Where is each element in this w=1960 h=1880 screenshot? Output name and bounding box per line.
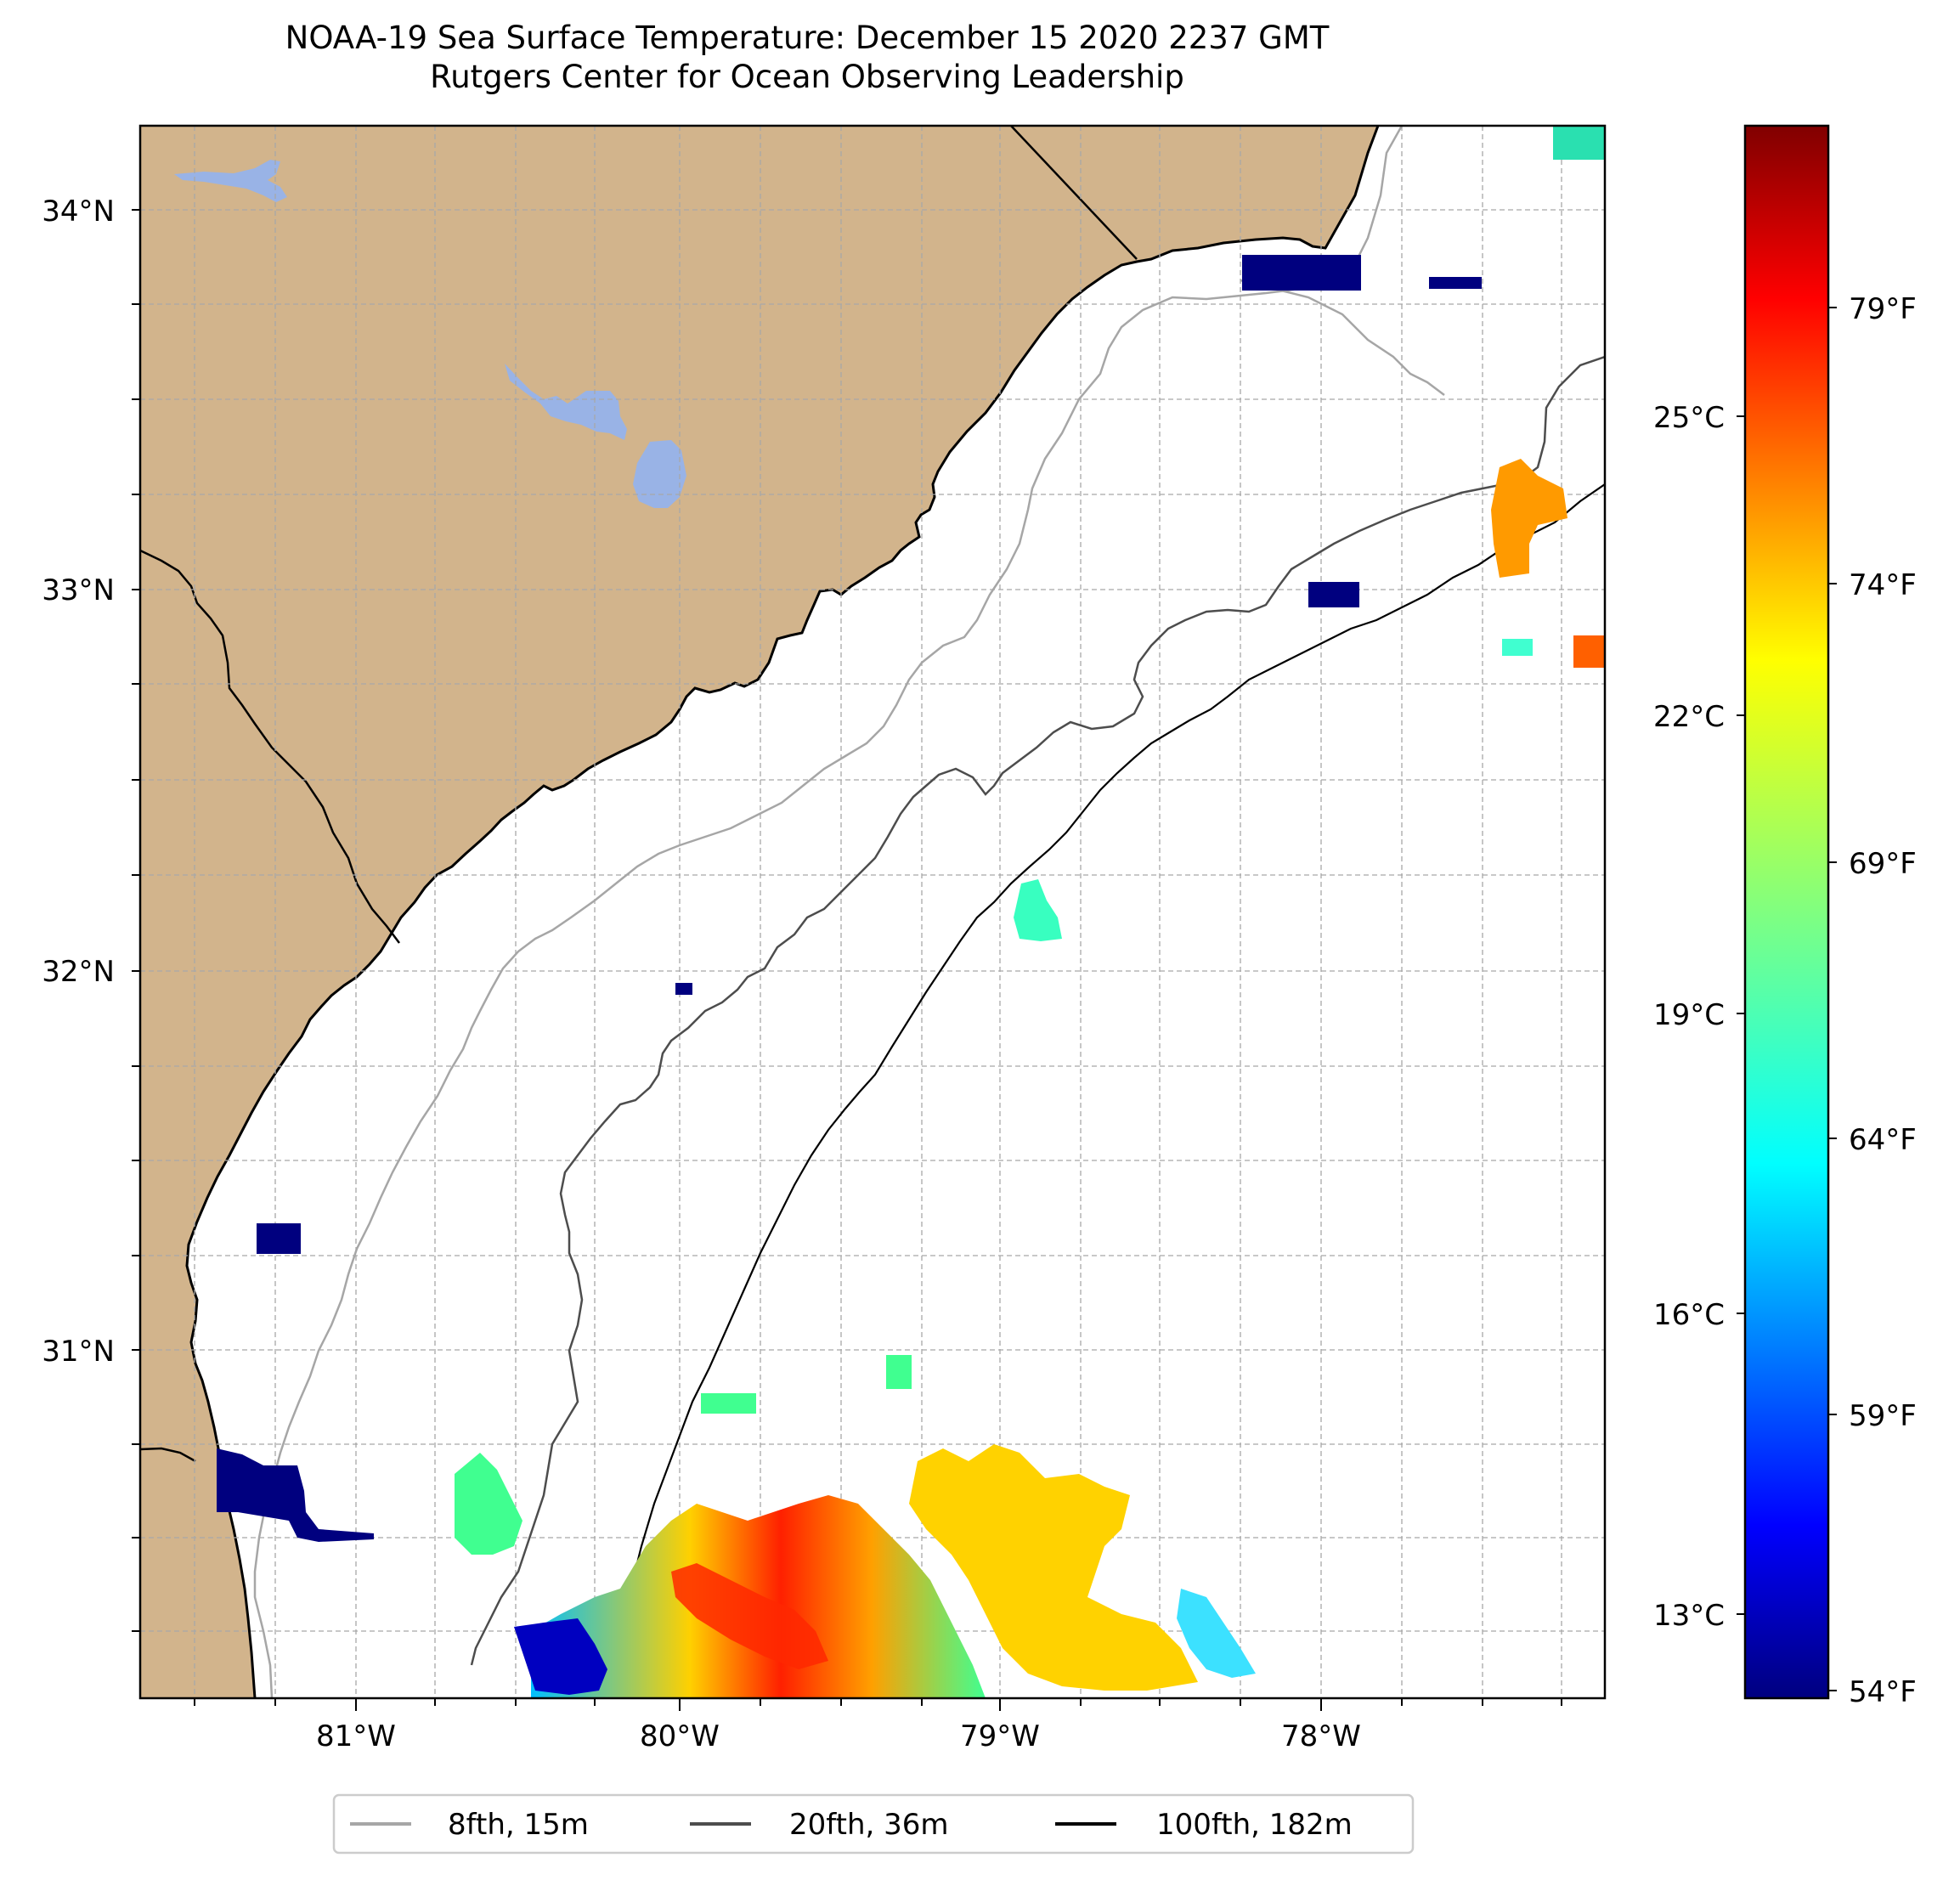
sst-patch-southeast bbox=[909, 1444, 1198, 1691]
lat-tick-label: 34°N bbox=[42, 195, 115, 229]
isobath-20fth bbox=[470, 355, 1605, 1666]
celsius-tick-label: 13°C bbox=[1653, 1599, 1725, 1633]
sst-patch-small-west bbox=[701, 1393, 756, 1414]
fahrenheit-tick-label: 64°F bbox=[1849, 1123, 1917, 1157]
lat-tick-label: 31°N bbox=[42, 1335, 115, 1369]
celsius-tick-label: 25°C bbox=[1653, 401, 1725, 435]
sst-patch-west-south bbox=[455, 1453, 522, 1555]
legend-label-100fth: 100fth, 182m bbox=[1156, 1808, 1353, 1842]
lon-tick-label: 80°W bbox=[640, 1719, 720, 1753]
colorbar: 25°C 22°C 19°C 16°C 13°C 79°F 74°F 69°F … bbox=[1653, 124, 1917, 1709]
lat-axis: 34°N 33°N 32°N 31°N bbox=[42, 195, 140, 1632]
colorbar-fahrenheit-ticks bbox=[1828, 307, 1837, 1691]
lake-moultrie bbox=[633, 440, 686, 508]
chart-title: NOAA-19 Sea Surface Temperature: Decembe… bbox=[0, 19, 1614, 97]
sst-patch-north-small bbox=[1429, 277, 1482, 289]
celsius-tick-label: 19°C bbox=[1653, 998, 1725, 1032]
sst-patch-east-edge bbox=[1573, 635, 1604, 668]
lat-tick-label: 33°N bbox=[42, 573, 115, 607]
sst-patch-east-south bbox=[1177, 1589, 1256, 1678]
sst-data-layer bbox=[217, 126, 1604, 1698]
state-border-nc-sc bbox=[1010, 126, 1138, 260]
sst-patch-east-mid bbox=[1502, 639, 1533, 656]
sst-patch-offshore-mid bbox=[1014, 879, 1062, 941]
fahrenheit-tick-label: 59°F bbox=[1849, 1399, 1917, 1433]
isobath-8fth bbox=[253, 126, 1404, 1698]
lon-axis: 81°W 80°W 79°W 78°W bbox=[194, 1698, 1562, 1753]
lon-tick-label: 81°W bbox=[316, 1719, 396, 1753]
lat-tick-label: 32°N bbox=[42, 955, 115, 989]
celsius-tick-label: 22°C bbox=[1653, 700, 1725, 734]
sst-patch-north-navy bbox=[1242, 255, 1361, 291]
legend-label-20fth: 20fth, 36m bbox=[789, 1808, 949, 1842]
map-frame bbox=[138, 124, 1607, 1700]
map-area: 81°W 80°W 79°W 78°W 34°N 33°N 32°N bbox=[42, 124, 1607, 1753]
lake-marion bbox=[505, 364, 627, 440]
title-line-2: Rutgers Center for Ocean Observing Leade… bbox=[430, 59, 1184, 95]
sst-patch-east-small bbox=[1308, 582, 1359, 607]
sst-patch-mid-dot bbox=[675, 983, 692, 995]
lake-north bbox=[174, 160, 287, 202]
fahrenheit-tick-label: 69°F bbox=[1849, 847, 1917, 881]
isobath-100fth bbox=[608, 483, 1605, 1698]
coastline bbox=[185, 126, 1380, 1698]
legend-box bbox=[332, 1793, 1415, 1855]
sst-patch-south-red-core bbox=[671, 1563, 828, 1669]
colorbar-gradient bbox=[1743, 124, 1830, 1700]
sst-patch-georgia-small bbox=[257, 1223, 301, 1254]
sst-patch-south-navy bbox=[514, 1618, 607, 1695]
sst-patch-georgia-coast bbox=[217, 1448, 374, 1542]
title-line-1: NOAA-19 Sea Surface Temperature: Decembe… bbox=[285, 20, 1330, 56]
fahrenheit-tick-label: 74°F bbox=[1849, 568, 1917, 602]
celsius-tick-label: 16°C bbox=[1653, 1298, 1725, 1332]
isobath-8fth-north bbox=[1240, 279, 1445, 396]
state-border-ga-fl bbox=[140, 1447, 196, 1463]
sst-patch-small-mid bbox=[886, 1355, 912, 1389]
lon-tick-label: 78°W bbox=[1281, 1719, 1361, 1753]
fahrenheit-tick-label: 54°F bbox=[1849, 1675, 1917, 1709]
colorbar-celsius-ticks bbox=[1737, 415, 1745, 1615]
legend: 8fth, 15m 20fth, 36m 100fth, 182m bbox=[332, 1793, 1415, 1855]
legend-label-8fth: 8fth, 15m bbox=[448, 1808, 589, 1842]
lon-tick-label: 79°W bbox=[960, 1719, 1040, 1753]
sst-patch-cape-ne bbox=[1553, 126, 1604, 160]
land-mass bbox=[140, 126, 1378, 1698]
sst-patch-cape-lookout bbox=[1491, 459, 1567, 578]
fahrenheit-tick-label: 79°F bbox=[1849, 292, 1917, 326]
